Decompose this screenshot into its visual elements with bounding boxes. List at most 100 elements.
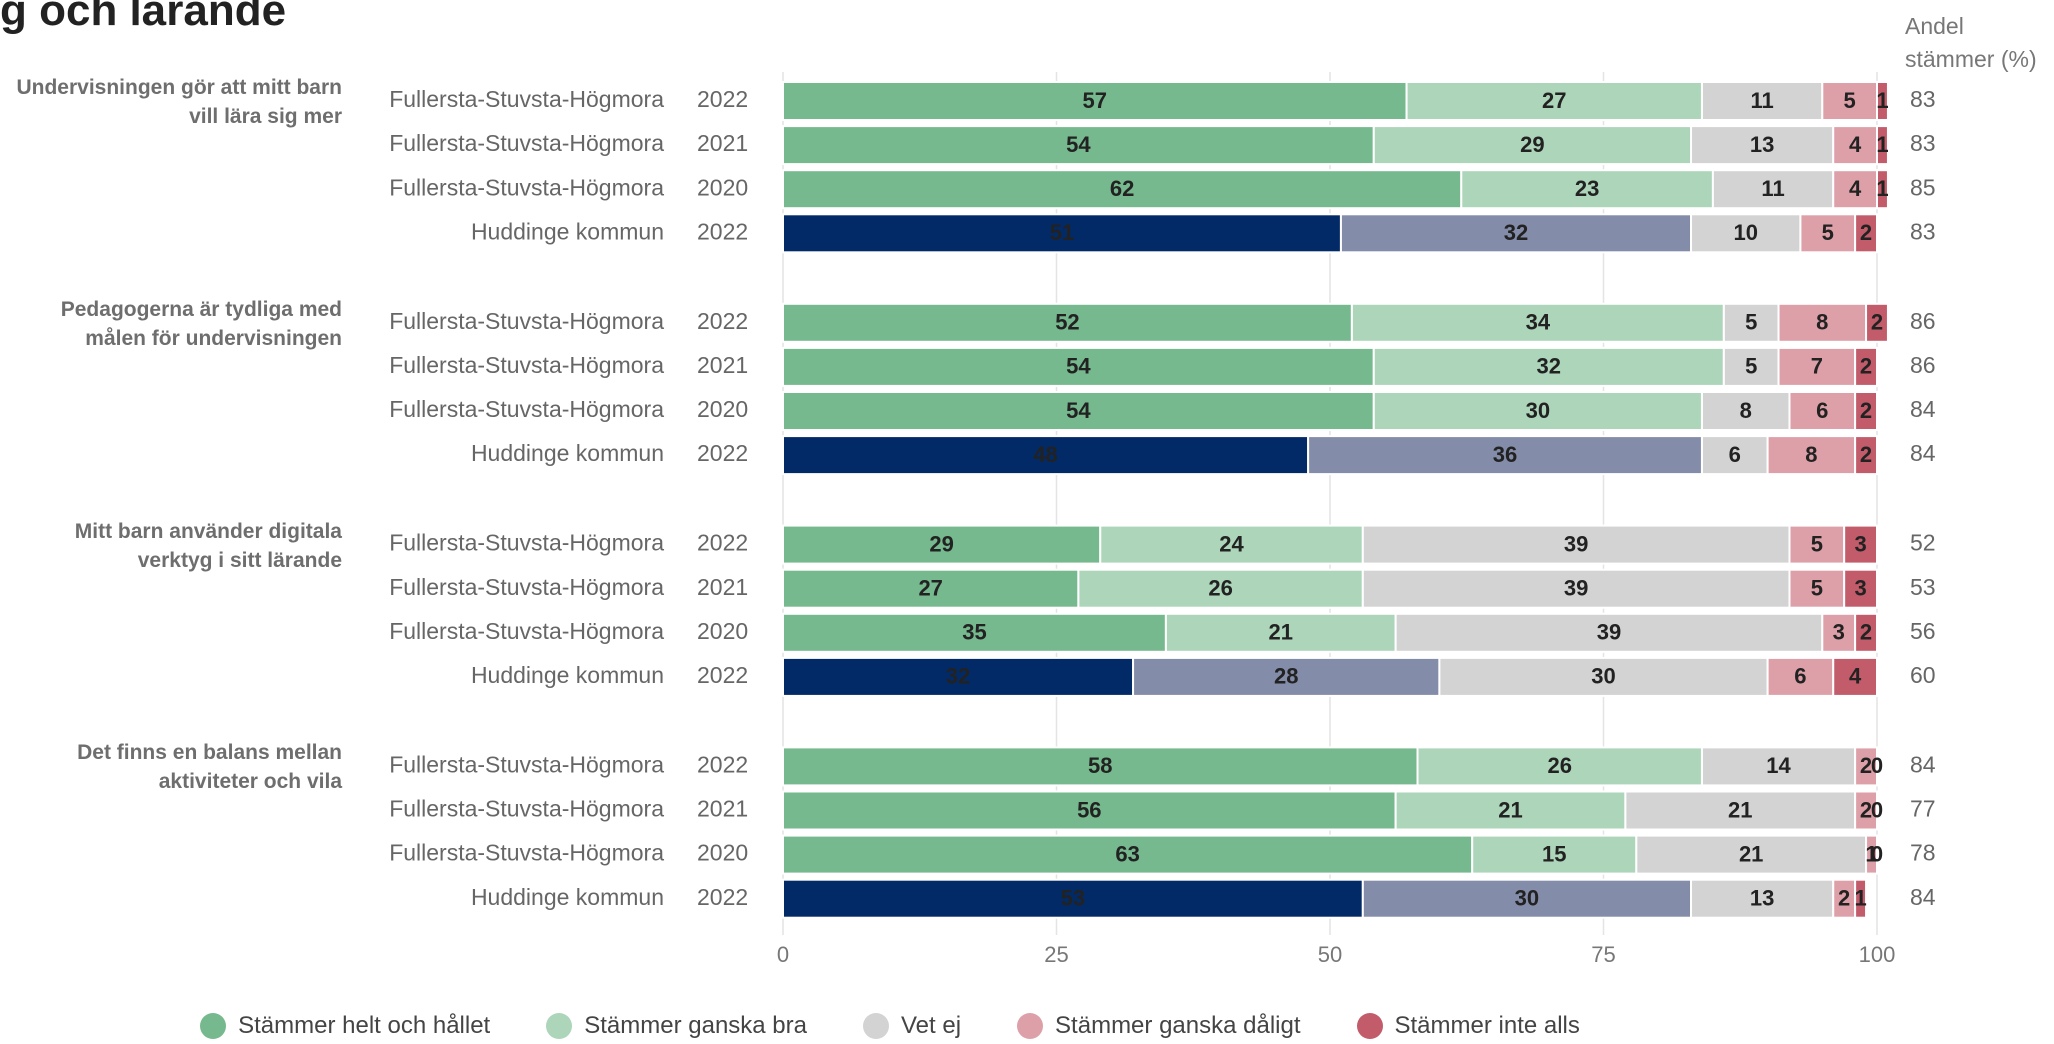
data-label: 52 xyxy=(1055,310,1079,335)
data-label: 21 xyxy=(1269,620,1293,645)
data-label: 63 xyxy=(1115,841,1139,866)
data-label: 6 xyxy=(1729,442,1741,467)
share-header: Andel stämmer (%) xyxy=(1905,13,2037,72)
bar-segment xyxy=(1821,81,1879,121)
data-label: 29 xyxy=(1520,132,1544,157)
data-label: 51 xyxy=(1050,220,1074,245)
group-label: Pedagogerna är tydliga med målen för und… xyxy=(60,297,342,350)
data-label: 2 xyxy=(1860,354,1872,379)
x-tick-label: 75 xyxy=(1591,942,1615,967)
data-label: 5 xyxy=(1844,88,1856,113)
data-label: 7 xyxy=(1811,354,1823,379)
legend-swatch xyxy=(1017,1013,1044,1039)
share-value: 60 xyxy=(1910,662,1936,688)
bar-segment xyxy=(1865,834,1879,875)
data-label: 2 xyxy=(1838,886,1850,911)
data-label: 58 xyxy=(1088,753,1112,778)
share-value: 84 xyxy=(1910,440,1936,466)
entity-label: Fullersta-Stuvsta-Högmora xyxy=(389,751,664,777)
data-label: 1 xyxy=(1854,886,1866,911)
data-label: 32 xyxy=(1537,354,1561,379)
bar-segment xyxy=(1690,125,1835,166)
bar-segment xyxy=(1832,169,1878,210)
data-label: 4 xyxy=(1849,176,1862,201)
data-label: 2 xyxy=(1871,310,1883,335)
data-label: 54 xyxy=(1066,398,1091,423)
data-label: 39 xyxy=(1564,531,1588,556)
legend-item: Vet ej xyxy=(863,1012,961,1040)
data-label: 36 xyxy=(1493,442,1517,467)
share-value: 78 xyxy=(1910,840,1936,866)
entity-label: Huddinge kommun xyxy=(471,440,664,466)
data-label: 39 xyxy=(1564,576,1588,601)
data-label: 26 xyxy=(1208,576,1232,601)
data-label: 48 xyxy=(1033,442,1057,467)
legend: Stämmer helt och hållet Stämmer ganska br… xyxy=(0,1012,1780,1040)
entity-label: Huddinge kommun xyxy=(471,662,664,688)
data-label: 6 xyxy=(1794,664,1806,689)
entity-label: Huddinge kommun xyxy=(471,218,664,244)
legend-label: Stämmer helt och hållet xyxy=(238,1012,491,1039)
bar-segment xyxy=(1854,790,1878,831)
data-label: 3 xyxy=(1854,531,1866,556)
bar-segment xyxy=(1438,656,1769,697)
data-label: 26 xyxy=(1547,753,1571,778)
bar-segment xyxy=(1700,435,1769,476)
x-tick-label: 0 xyxy=(777,942,789,967)
data-label: 6 xyxy=(1816,398,1828,423)
share-value: 86 xyxy=(1910,352,1936,378)
year-label: 2020 xyxy=(697,840,748,866)
legend-label: Vet ej xyxy=(901,1012,962,1039)
data-label: 2 xyxy=(1860,442,1872,467)
bar-segment xyxy=(782,81,1408,121)
entity-label: Huddinge kommun xyxy=(471,884,664,910)
year-label: 2022 xyxy=(697,86,748,112)
share-value: 86 xyxy=(1910,308,1936,334)
data-label: 5 xyxy=(1811,576,1823,601)
data-label: 5 xyxy=(1745,310,1757,335)
year-label: 2022 xyxy=(697,218,748,244)
year-label: 2022 xyxy=(697,884,748,910)
entity-label: Fullersta-Stuvsta-Högmora xyxy=(389,396,664,422)
data-label: 13 xyxy=(1750,132,1774,157)
group-label: Undervisningen gör att mitt barn vill lä… xyxy=(16,76,342,128)
bar-segment xyxy=(1164,612,1397,653)
year-label: 2021 xyxy=(697,796,748,822)
data-label: 11 xyxy=(1750,88,1773,113)
data-label: 2 xyxy=(1860,753,1872,778)
bar-segment xyxy=(1854,346,1878,387)
bar-segment xyxy=(1766,435,1857,476)
bar-segment xyxy=(1339,213,1693,254)
bar-segment xyxy=(1635,834,1868,875)
data-label: 0 xyxy=(1871,841,1883,866)
legend-swatch xyxy=(863,1013,889,1039)
data-label: 27 xyxy=(918,576,942,601)
legend-item: Stämmer helt och hållet xyxy=(200,1012,490,1040)
bar-segment xyxy=(782,568,1080,609)
bar-segment xyxy=(782,878,1364,919)
bar-segment xyxy=(1843,568,1879,609)
bar-segment xyxy=(1416,746,1703,787)
bar-segment xyxy=(1788,391,1857,431)
data-label: 8 xyxy=(1805,442,1817,467)
entity-label: Fullersta-Stuvsta-Högmora xyxy=(389,174,664,200)
share-value: 83 xyxy=(1910,130,1936,156)
data-label: 3 xyxy=(1833,620,1845,645)
bar-segment xyxy=(1854,213,1878,254)
bar-segment xyxy=(1405,81,1703,121)
data-label: 27 xyxy=(1542,88,1566,113)
bar-segment xyxy=(782,346,1375,387)
data-label: 54 xyxy=(1066,354,1091,379)
legend-item: Stämmer ganska bra xyxy=(546,1012,807,1040)
data-label: 4 xyxy=(1849,664,1862,689)
data-label: 35 xyxy=(962,620,986,645)
data-label: 39 xyxy=(1597,620,1621,645)
year-label: 2020 xyxy=(697,618,748,644)
bar-segment xyxy=(782,746,1419,787)
data-label: 30 xyxy=(1526,398,1550,423)
data-label: 15 xyxy=(1542,841,1566,866)
group-label: Det finns en balans mellan aktiviteter o… xyxy=(77,741,342,794)
x-tick-label: 25 xyxy=(1044,942,1068,967)
legend-label: Stämmer ganska bra xyxy=(584,1012,807,1039)
bar-segment xyxy=(1700,391,1791,431)
